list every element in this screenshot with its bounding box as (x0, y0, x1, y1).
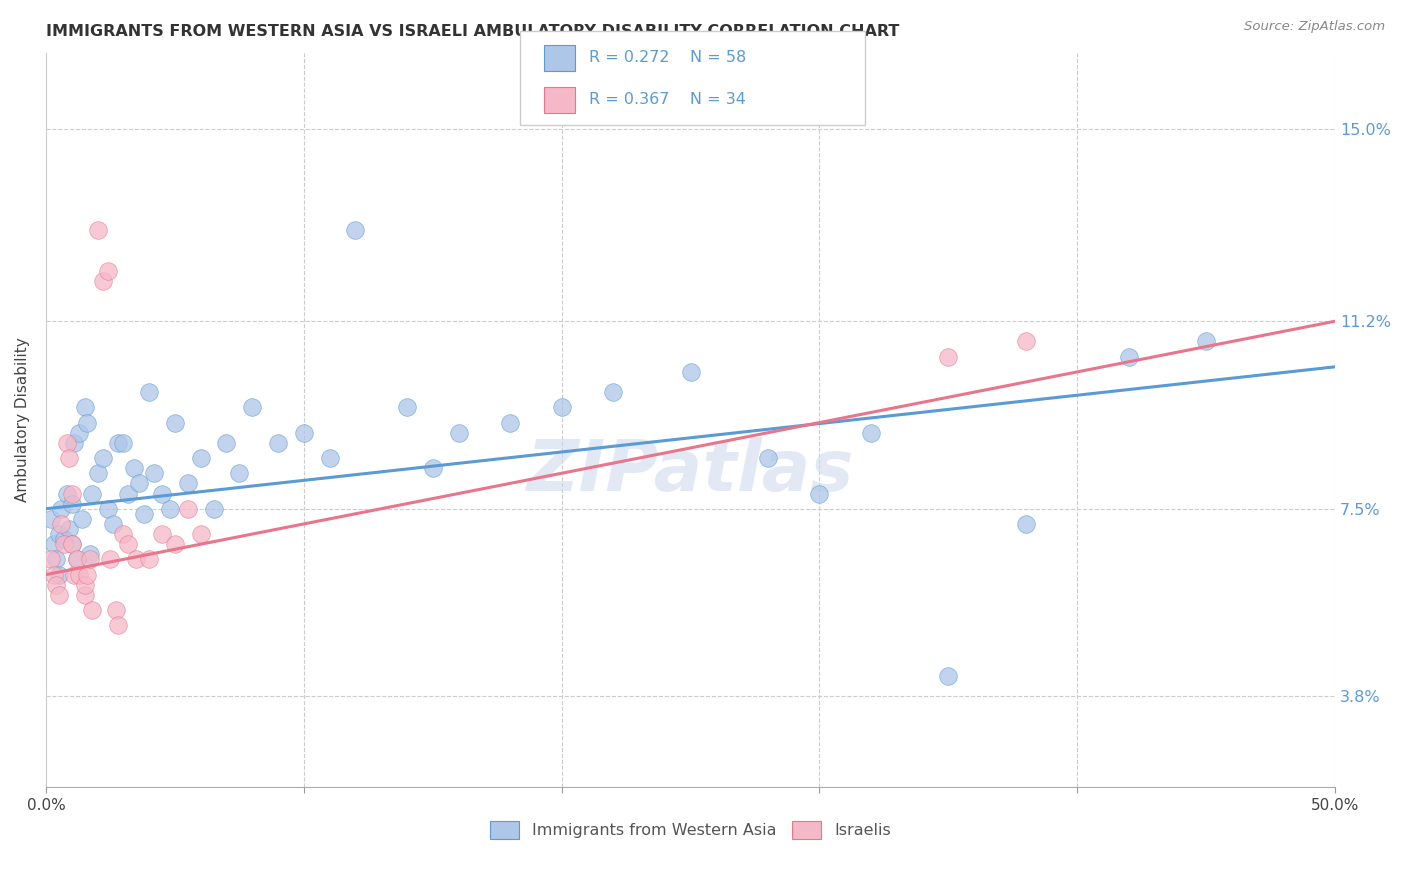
Point (292, 425, 315, 440)
Point (60, 497, 83, 511)
Point (125, 552, 148, 566)
Point (117, 537, 139, 551)
Point (122, 461, 145, 475)
Point (45, 552, 67, 566)
Point (97, 263, 120, 277)
Point (860, 425, 883, 440)
Point (177, 476, 200, 491)
Point (344, 223, 367, 237)
Point (202, 501, 225, 516)
Point (1118, 350, 1140, 364)
Point (150, 527, 173, 541)
Point (679, 365, 702, 379)
Point (58, 451, 80, 466)
Point (395, 401, 418, 415)
Point (499, 416, 522, 430)
Point (163, 416, 186, 430)
Point (550, 401, 572, 415)
Point (60, 537, 83, 551)
Point (42, 567, 65, 582)
Point (86, 467, 108, 481)
Point (1195, 334, 1218, 349)
Point (39, 512, 62, 526)
Point (112, 527, 135, 541)
Point (70, 512, 93, 526)
Point (45, 578, 67, 592)
Point (76, 416, 98, 430)
Point (228, 467, 250, 481)
Point (107, 618, 129, 632)
Text: ZIPatlas: ZIPatlas (527, 437, 855, 506)
Point (447, 425, 470, 440)
Point (1015, 516, 1038, 531)
Point (138, 385, 160, 400)
Point (73, 578, 96, 592)
Point (215, 435, 238, 450)
Point (756, 451, 779, 466)
Point (808, 486, 831, 500)
Point (55, 435, 77, 450)
Text: IMMIGRANTS FROM WESTERN ASIA VS ISRAELI AMBULATORY DISABILITY CORRELATION CHART: IMMIGRANTS FROM WESTERN ASIA VS ISRAELI … (46, 24, 900, 39)
Point (55, 486, 77, 500)
Point (79, 552, 101, 566)
Point (112, 435, 135, 450)
Point (60, 537, 83, 551)
Point (79, 547, 101, 561)
Point (240, 401, 263, 415)
Point (39, 552, 62, 566)
Legend: Immigrants from Western Asia, Israelis: Immigrants from Western Asia, Israelis (484, 814, 897, 846)
Point (82, 603, 104, 617)
Point (101, 516, 124, 531)
Point (69, 567, 91, 582)
Point (143, 467, 166, 481)
Point (86, 223, 108, 237)
Point (104, 603, 127, 617)
Point (53, 537, 76, 551)
Point (82, 486, 104, 500)
Point (76, 567, 98, 582)
Point (60, 486, 83, 500)
Point (91, 274, 114, 288)
Point (48, 567, 70, 582)
Point (1015, 334, 1038, 349)
Point (48, 588, 70, 602)
Point (190, 527, 212, 541)
Point (938, 669, 960, 683)
Point (53, 532, 76, 546)
Point (138, 552, 160, 566)
Point (73, 401, 96, 415)
Point (422, 461, 444, 475)
Point (58, 522, 80, 536)
Y-axis label: Ambulatory Disability: Ambulatory Disability (15, 338, 30, 502)
Point (159, 501, 181, 516)
Point (42, 537, 65, 551)
Text: R = 0.272    N = 58: R = 0.272 N = 58 (589, 51, 747, 65)
Text: R = 0.367    N = 34: R = 0.367 N = 34 (589, 93, 747, 107)
Point (63, 567, 86, 582)
Point (117, 486, 139, 500)
Point (107, 435, 129, 450)
Point (69, 425, 91, 440)
Point (66, 552, 89, 566)
Point (190, 451, 212, 466)
Point (132, 507, 155, 521)
Point (150, 486, 173, 500)
Point (66, 552, 89, 566)
Point (100, 552, 122, 566)
Point (91, 451, 114, 466)
Point (51, 516, 73, 531)
Point (163, 537, 186, 551)
Point (938, 350, 960, 364)
Point (267, 435, 290, 450)
Point (73, 588, 96, 602)
Point (48, 527, 70, 541)
Point (177, 501, 200, 516)
Point (63, 435, 86, 450)
Point (602, 385, 624, 400)
Point (97, 501, 120, 516)
Point (51, 501, 73, 516)
Text: Source: ZipAtlas.com: Source: ZipAtlas.com (1244, 20, 1385, 33)
Point (318, 451, 340, 466)
Point (128, 476, 150, 491)
